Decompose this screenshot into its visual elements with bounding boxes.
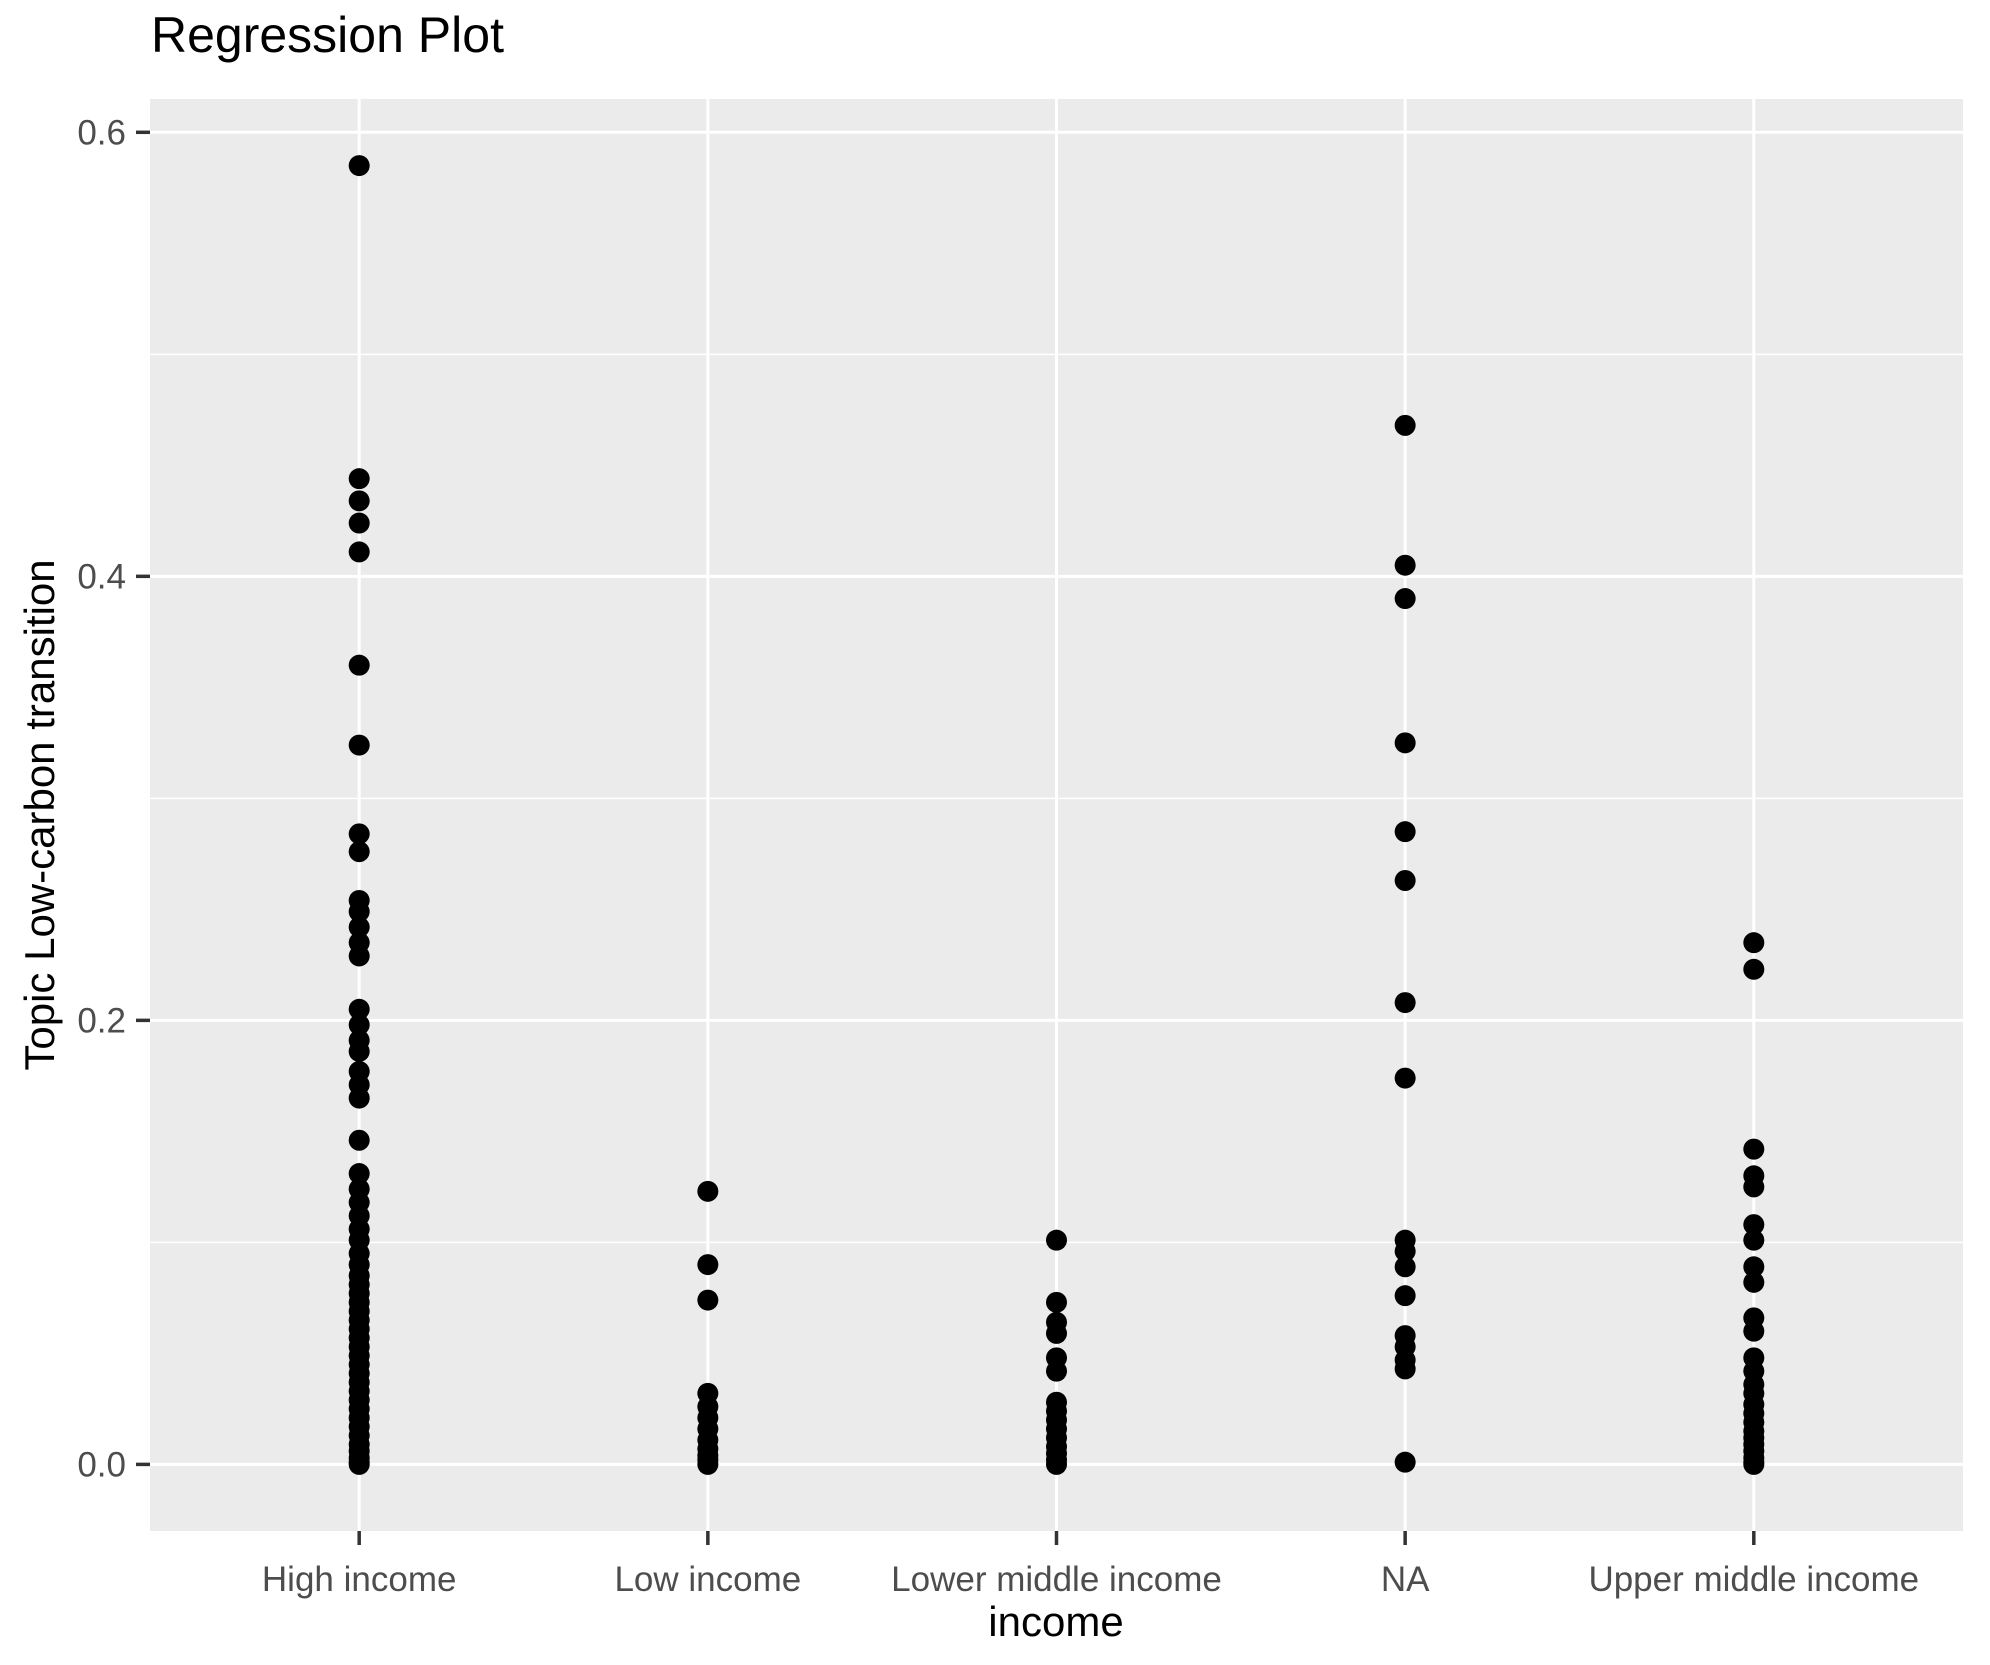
data-point [1743,1176,1765,1198]
x-tick-label: NA [1381,1560,1430,1599]
data-point [348,512,370,534]
data-point [1743,932,1765,954]
data-point [1394,1451,1416,1473]
y-tick-label: 0.4 [77,557,126,596]
data-point [1046,1291,1067,1313]
data-point [1046,1229,1067,1251]
data-point [1394,414,1416,436]
y-tick-label: 0.2 [77,1001,126,1040]
data-point [348,654,370,676]
data-point [1743,958,1765,980]
data-point [1046,1453,1067,1475]
data-point [348,1129,370,1151]
data-point [348,1453,370,1475]
data-point [697,1289,719,1311]
data-point [1743,1453,1765,1475]
data-point [348,998,370,1020]
data-point [1394,821,1416,843]
data-point [1046,1322,1067,1344]
data-point [348,541,370,563]
data-point [348,916,370,938]
y-tick-label: 0.6 [77,113,126,152]
data-point [1394,1256,1416,1278]
data-point [1743,1229,1765,1251]
data-point [348,1014,370,1036]
data-point [348,490,370,512]
plot-title: Regression Plot [151,7,504,63]
data-point [348,945,370,967]
data-point [1394,992,1416,1014]
data-point [348,1040,370,1062]
x-tick-label: Low income [614,1560,801,1599]
data-point [348,841,370,863]
data-point [348,823,370,845]
data-point [1394,1285,1416,1307]
data-point [348,901,370,923]
data-point [1743,1138,1765,1160]
data-point [1394,732,1416,754]
data-point [1394,1067,1416,1089]
data-point [348,1087,370,1109]
data-point [697,1254,719,1276]
data-point [697,1180,719,1202]
data-point [1394,1240,1416,1262]
data-point [1394,588,1416,610]
y-axis-title: Topic Low-carbon transition [16,559,63,1071]
data-point [1394,554,1416,576]
data-point [348,734,370,756]
data-point [348,468,370,490]
data-point [1743,1271,1765,1293]
data-point [348,155,370,177]
data-point [348,1163,370,1185]
data-point [1046,1360,1067,1382]
x-tick-label: Lower middle income [891,1560,1222,1599]
x-tick-label: Upper middle income [1588,1560,1919,1599]
y-tick-label: 0.0 [77,1445,126,1484]
data-point [1743,1320,1765,1342]
data-point [1743,1214,1765,1236]
data-point [697,1453,719,1475]
data-point [1394,869,1416,891]
data-point [1394,1358,1416,1380]
data-point [1743,1256,1765,1278]
x-tick-label: High income [262,1560,457,1599]
x-axis-title: income [988,1598,1124,1645]
